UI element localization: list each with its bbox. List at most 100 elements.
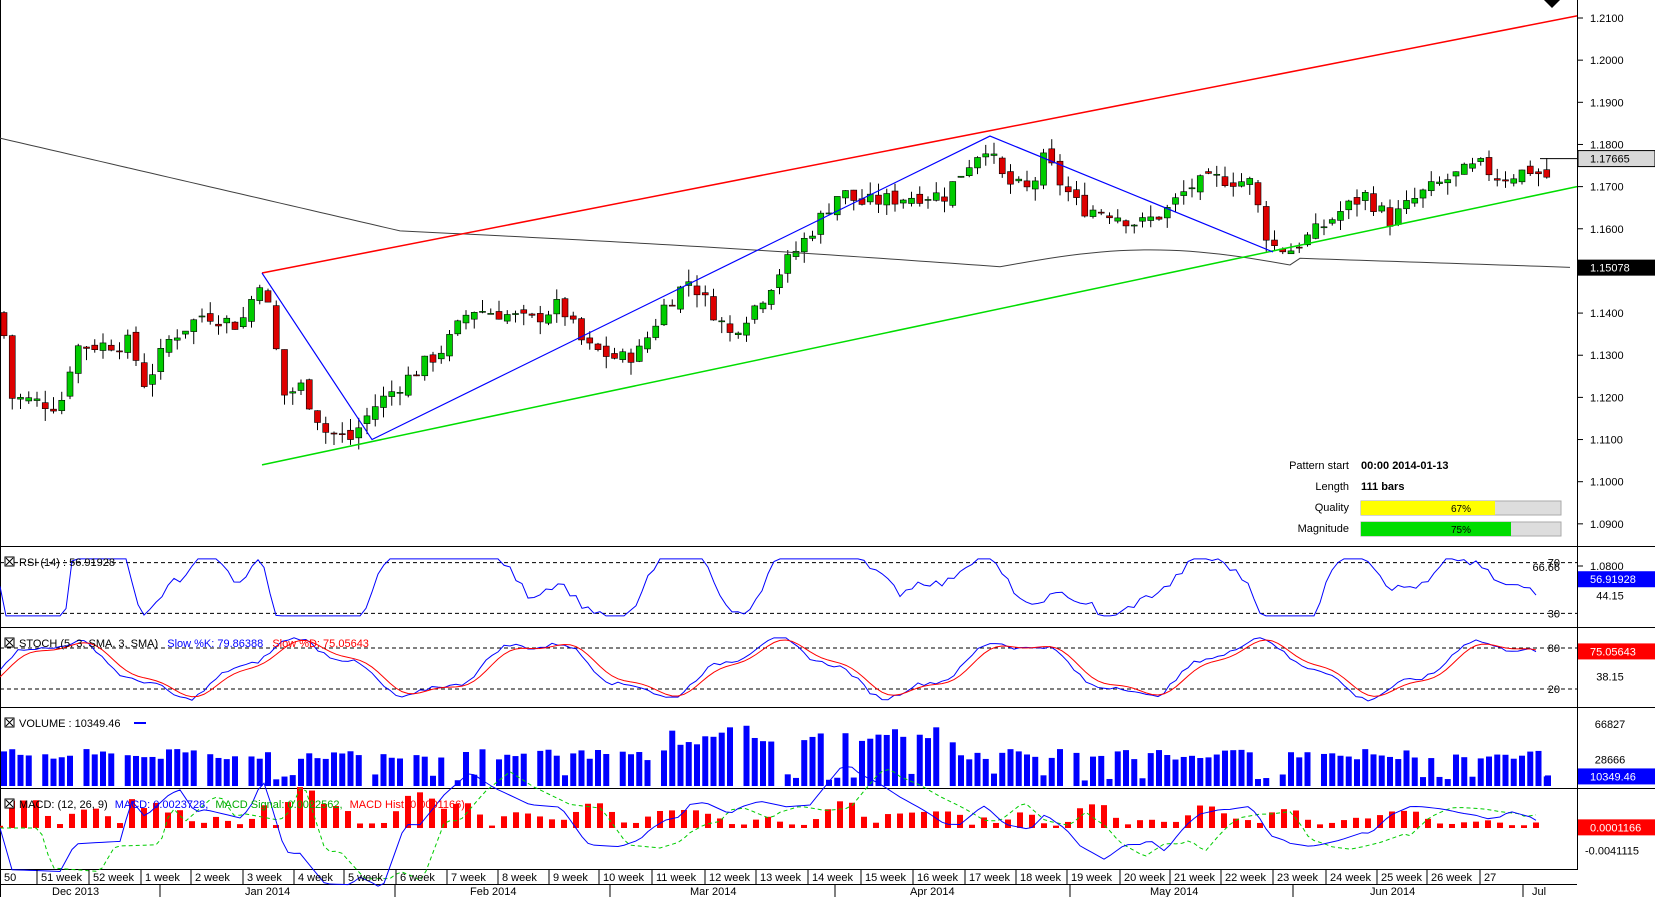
candle-body — [1122, 220, 1130, 227]
candle-body — [1295, 246, 1303, 249]
volume-bar — [1296, 757, 1303, 786]
rsi-tick-label: 30 — [1548, 608, 1560, 620]
macd-hist-bar — [765, 816, 771, 828]
macd-hist-bar — [1425, 818, 1431, 828]
volume-bar — [1057, 749, 1063, 786]
macd-hist-bar — [1473, 821, 1479, 828]
macd-hist-bar — [285, 802, 291, 828]
candle-body — [1262, 206, 1270, 241]
volume-bar — [1255, 779, 1261, 786]
candle-body — [800, 238, 808, 253]
candle-body — [281, 349, 288, 396]
volume-bar — [966, 759, 973, 786]
candle-body — [1097, 211, 1105, 214]
volume-bar — [727, 727, 733, 786]
volume-bar — [83, 749, 90, 786]
macd-legend-prefix: MACD: (12, 26, 9) — [19, 799, 108, 811]
macd-hist-bar — [1101, 805, 1107, 828]
candle-body — [578, 318, 585, 341]
volume-bar — [619, 751, 626, 786]
candle-body — [1196, 175, 1204, 193]
price-tick-label: 1.1700 — [1590, 182, 1624, 194]
macd-hist-bar — [369, 823, 375, 828]
week-label: 14 week — [812, 872, 853, 884]
candle-body — [1543, 169, 1551, 178]
volume-bar — [1279, 774, 1286, 786]
volume-bar — [925, 738, 931, 786]
last-price-box — [1577, 150, 1655, 168]
month-label: Mar 2014 — [690, 886, 736, 897]
scroll-marker-icon[interactable] — [1544, 0, 1560, 8]
price-tick-label: 1.1000 — [1590, 477, 1624, 489]
candle-body — [1089, 209, 1097, 217]
macd-hist-bar — [1353, 817, 1359, 828]
candle-body — [206, 313, 214, 322]
volume-bar — [694, 744, 700, 786]
macd-hist-bar — [1341, 820, 1347, 828]
volume-bar — [842, 733, 849, 786]
macd-hist-bar — [1089, 804, 1095, 828]
volume-bar — [50, 758, 57, 786]
macd-hist-bar — [1245, 820, 1251, 828]
macd-hist-bar — [933, 811, 939, 828]
candle-body — [74, 345, 82, 374]
volume-bar — [1403, 750, 1410, 786]
candle-body — [223, 317, 231, 324]
macd-hist-bar — [1233, 818, 1239, 828]
volume-bar — [355, 755, 362, 786]
candle-body — [883, 193, 891, 206]
macd-hist-bar — [885, 814, 891, 828]
candle-body — [1502, 179, 1509, 182]
candle-body — [190, 319, 198, 332]
volume-bar — [1131, 759, 1138, 786]
volume-bar — [1024, 754, 1030, 786]
macd-hist-bar — [201, 822, 207, 828]
stoch-legend-prefix: STOCH (5, 3, SMA, 3, SMA) — [19, 638, 158, 650]
volume-bar — [999, 752, 1006, 786]
volume-bar — [908, 773, 915, 786]
macd-legend-macd: MACD: 0.0023728, — [115, 799, 209, 811]
macd-hist-bar — [921, 811, 927, 828]
quality-label: Quality — [1315, 502, 1350, 514]
macd-hist-bar — [837, 801, 843, 828]
macd-line — [0, 766, 1537, 887]
volume-bar — [537, 750, 544, 786]
macd-hist-bar — [1017, 812, 1023, 828]
macd-hist-bar — [969, 824, 975, 828]
candle-body — [924, 199, 932, 201]
candle-body — [41, 402, 49, 409]
month-label: Jul — [1532, 886, 1546, 897]
macd-hist-bar — [981, 817, 987, 828]
volume-bar — [1387, 756, 1393, 786]
volume-bar — [562, 775, 568, 786]
volume-bar — [1378, 755, 1385, 786]
week-label: 15 week — [865, 872, 906, 884]
macd-hist-bar — [345, 811, 351, 828]
macd-hist-bar — [57, 824, 63, 828]
volume-panel: 66827 28666 10349.46 — [1, 719, 1655, 786]
candle-body — [561, 298, 569, 318]
candle-body — [1147, 216, 1155, 221]
macd-hist-bar — [489, 825, 495, 828]
candle-body — [437, 352, 445, 360]
week-label: 51 week — [41, 872, 82, 884]
stoch-tick-label: 38.15 — [1596, 672, 1624, 684]
macd-hist-bar — [813, 819, 819, 828]
macd-hist-bar — [1509, 825, 1515, 828]
candle-body — [1106, 215, 1113, 219]
macd-hist-bar — [237, 824, 243, 828]
candle-body — [132, 331, 140, 361]
volume-bar — [42, 754, 49, 786]
length-value: 111 bars — [1361, 481, 1404, 493]
volume-bar — [1345, 756, 1352, 786]
volume-bar — [545, 749, 552, 786]
macd-hist-bar — [717, 818, 723, 828]
volume-bar — [628, 754, 634, 786]
volume-bar — [1420, 777, 1426, 786]
macd-hist-bar — [0, 825, 3, 828]
week-label: 6 week — [400, 872, 435, 884]
stoch-k-line — [0, 637, 1537, 702]
macd-hist-bar — [789, 824, 795, 828]
price-tick-label: 1.1200 — [1590, 392, 1624, 404]
